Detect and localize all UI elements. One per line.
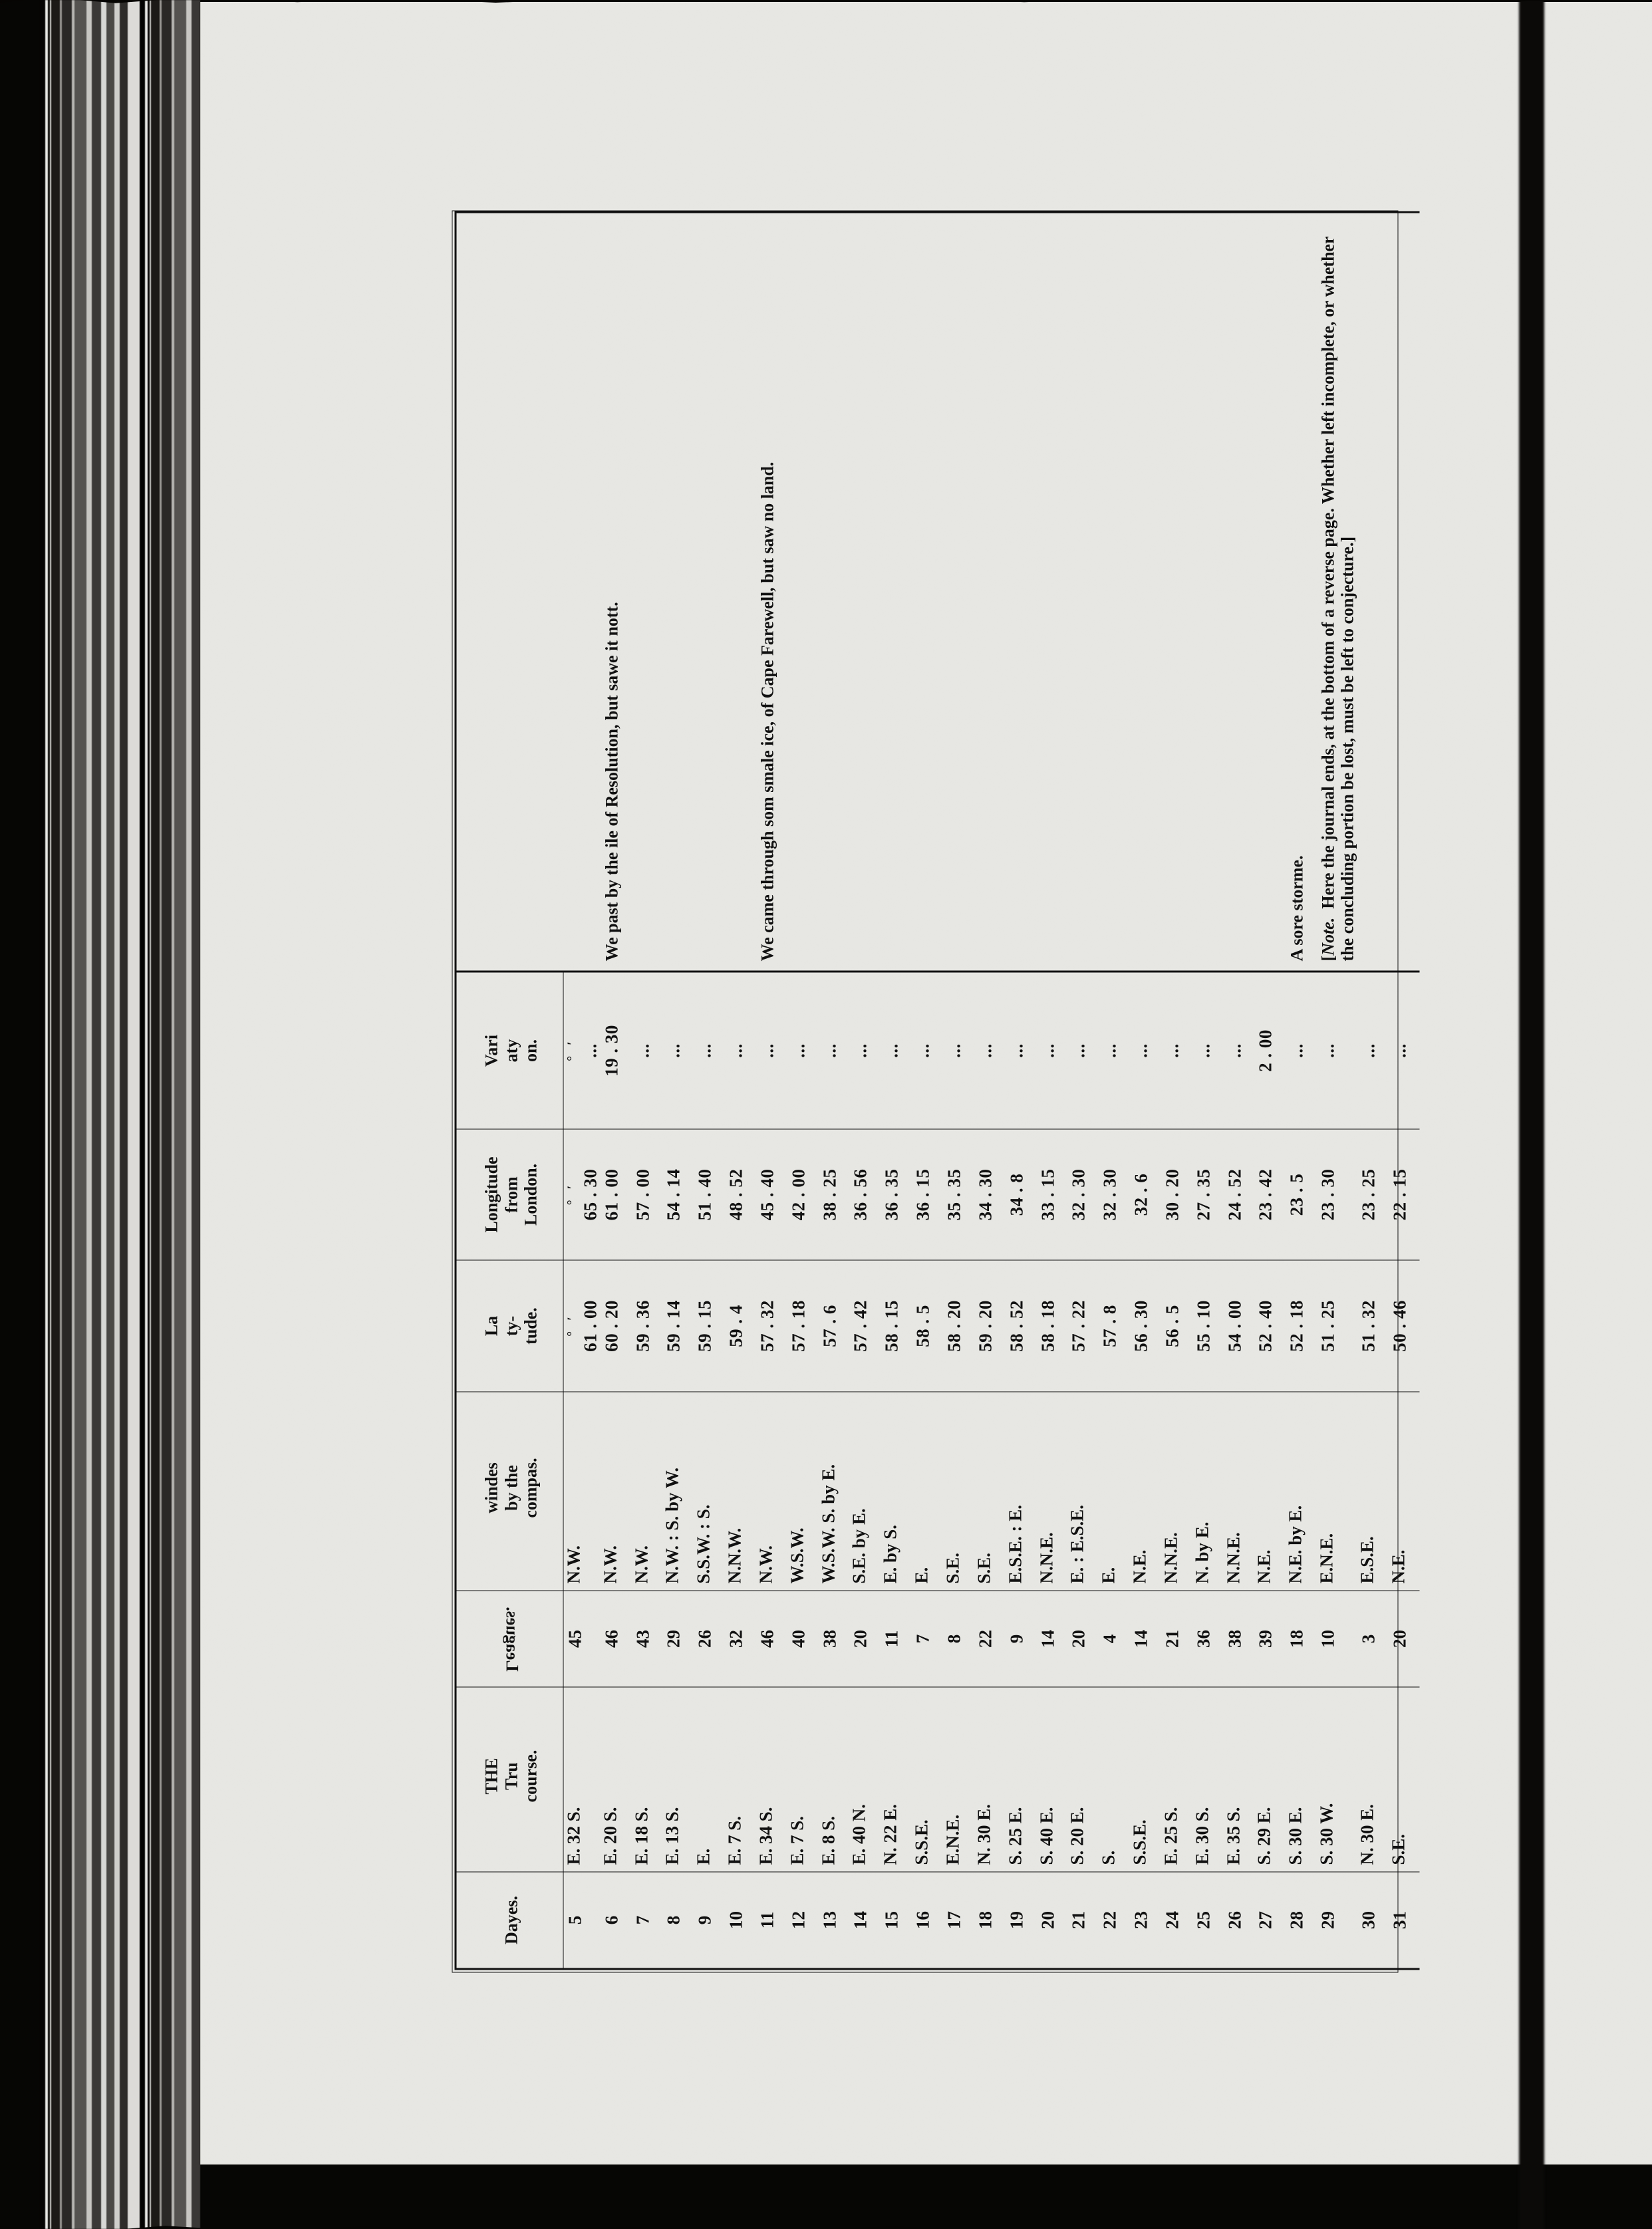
svg-text:Leagues.: Leagues. bbox=[502, 1607, 521, 1672]
